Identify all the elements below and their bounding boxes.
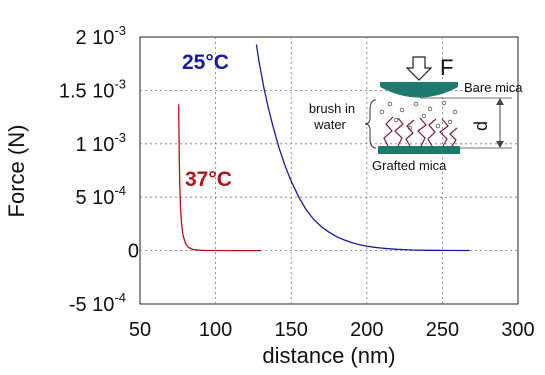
water-dot [407, 125, 413, 131]
plot-frame [139, 36, 519, 305]
grafted-mica-surface [378, 146, 460, 154]
brush-brace [364, 99, 377, 149]
water-dot [421, 113, 427, 119]
series-label-25c: 25°C [182, 51, 229, 74]
grafted-mica-label: Grafted mica [372, 158, 447, 173]
y-tick-labels: 2 10-3 1.5 10-3 1 10-3 5 10-4 0 -5 10-4 [59, 23, 139, 316]
brush-label-line1: brush in [309, 101, 355, 116]
polymer-chain [405, 119, 415, 147]
force-arrow-icon [405, 56, 433, 81]
polymer-chain [383, 116, 394, 147]
water-dot [413, 101, 419, 107]
series-line-25c [255, 44, 470, 252]
polymer-chain [417, 117, 427, 147]
polymer-chain [394, 117, 404, 147]
water-dot [452, 109, 458, 115]
inset-schematic: F Bare mica d brush in water [309, 55, 523, 173]
y-tick-label: 1 10-3 [76, 130, 127, 156]
x-tick-label: 250 [426, 319, 459, 341]
series-group [177, 44, 470, 252]
force-label: F [440, 55, 453, 80]
bare-mica-surface [380, 82, 458, 98]
x-tick-label: 200 [350, 319, 383, 341]
water-dot [447, 119, 453, 125]
y-tick-label: 5 10-4 [76, 183, 127, 209]
x-tick-label: 100 [199, 319, 232, 341]
brush-label-line2: water [313, 117, 346, 132]
series-label-37c: 37°C [185, 168, 232, 191]
water-dot [441, 100, 447, 106]
water-dot [379, 109, 385, 115]
water-dot [393, 117, 399, 123]
x-tick-label: 50 [129, 319, 151, 341]
d-arrow-head-top [496, 98, 504, 105]
polymer-chain [427, 118, 437, 147]
series-line-37c [177, 104, 261, 252]
x-tick-label: 300 [501, 319, 534, 341]
polymer-chain [449, 127, 458, 147]
y-axis-title: Force (N) [4, 125, 29, 218]
d-arrow-head-bottom [496, 141, 504, 148]
x-axis-title: distance (nm) [262, 343, 395, 368]
bare-mica-label: Bare mica [464, 80, 523, 95]
x-tick-labels: 50 100 150 200 250 300 [129, 319, 535, 341]
water-dot [399, 107, 405, 113]
d-label: d [471, 121, 491, 131]
water-molecules [379, 100, 458, 131]
x-tick-label: 150 [275, 319, 308, 341]
polymer-chain [439, 118, 449, 147]
y-tick-label: -5 10-4 [69, 290, 126, 316]
y-tick-label: 1.5 10-3 [59, 76, 126, 102]
water-dot [427, 106, 433, 112]
water-dot [435, 123, 441, 129]
polymer-brush-chains [383, 116, 458, 147]
y-tick-label: 2 10-3 [76, 23, 127, 49]
y-tick-label: 0 [128, 241, 139, 263]
water-dot [387, 101, 393, 107]
